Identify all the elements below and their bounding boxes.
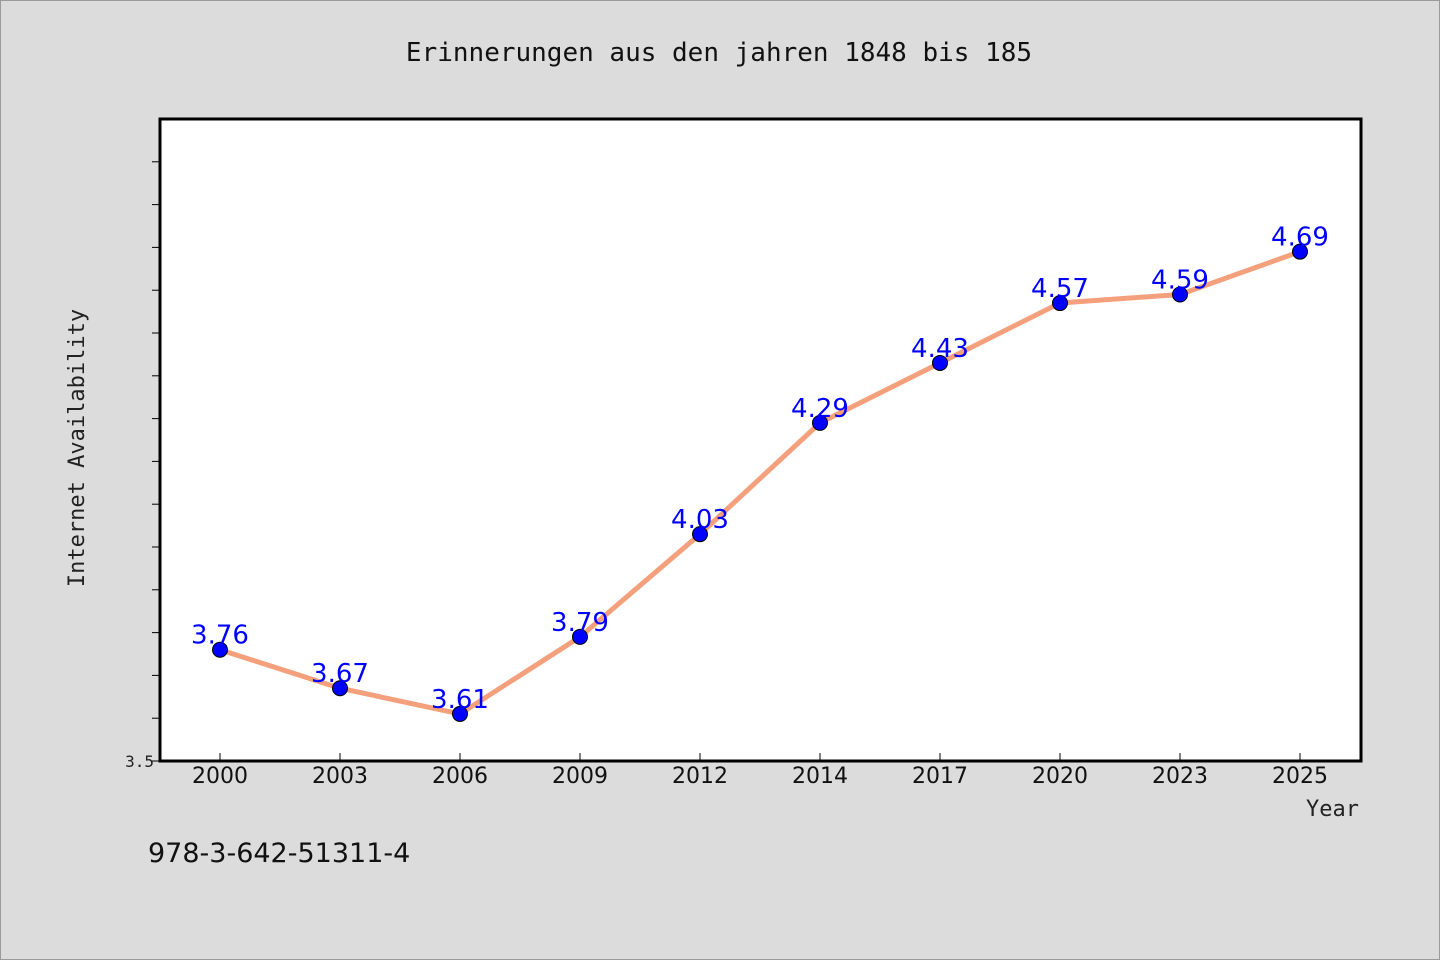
data-point xyxy=(332,680,348,697)
series-line xyxy=(217,249,1303,717)
data-point xyxy=(1172,286,1188,303)
data-label: 4.69 xyxy=(1271,223,1329,253)
x-axis: 2000 2003 2006 2009 2012 2014 2017 2020 2023 2025 xyxy=(192,753,1328,789)
footer-id-text: 978-3-642-51311-4 xyxy=(148,838,410,869)
data-label: 3.61 xyxy=(431,685,489,715)
data-label: 4.43 xyxy=(911,334,969,364)
data-point xyxy=(812,414,828,431)
x-tick-label: 2012 xyxy=(672,764,728,789)
plot-area xyxy=(158,117,1363,763)
x-tick-label: 2003 xyxy=(312,764,368,789)
x-tick-label: 2017 xyxy=(912,764,968,789)
data-label: 3.79 xyxy=(551,608,609,638)
x-tick-label: 2014 xyxy=(792,764,848,789)
data-label: 3.67 xyxy=(311,659,369,689)
data-label: 4.59 xyxy=(1151,265,1209,295)
y-tick-label: 3.5 xyxy=(125,752,154,771)
x-axis-label: Year xyxy=(1306,797,1359,822)
data-label: 4.03 xyxy=(671,505,729,535)
data-point xyxy=(452,705,468,722)
data-label: 3.76 xyxy=(191,621,249,651)
x-tick-label: 2020 xyxy=(1032,764,1088,789)
data-point xyxy=(1292,243,1308,260)
x-tick-label: 2006 xyxy=(432,764,488,789)
x-tick-label: 2023 xyxy=(1152,764,1208,789)
series-layer: 3.76 3.67 3.61 3.79 4.03 4.29 4.43 4.57 4.59 4.69 xyxy=(191,223,1329,722)
data-point xyxy=(1052,295,1068,312)
data-point xyxy=(692,526,708,543)
data-point xyxy=(932,354,948,371)
data-label: 4.29 xyxy=(791,394,849,424)
x-tick-label: 2009 xyxy=(552,764,608,789)
data-point xyxy=(212,641,228,658)
chart-title: Erinnerungen aus den jahren 1848 bis 185 xyxy=(406,38,1032,68)
y-axis-label: Internet Availability xyxy=(65,309,90,587)
data-label: 4.57 xyxy=(1031,274,1089,304)
x-tick-label: 2025 xyxy=(1272,764,1328,789)
x-tick-label: 2000 xyxy=(192,764,248,789)
y-axis: 3.5 xyxy=(125,161,160,771)
data-point xyxy=(572,628,588,645)
